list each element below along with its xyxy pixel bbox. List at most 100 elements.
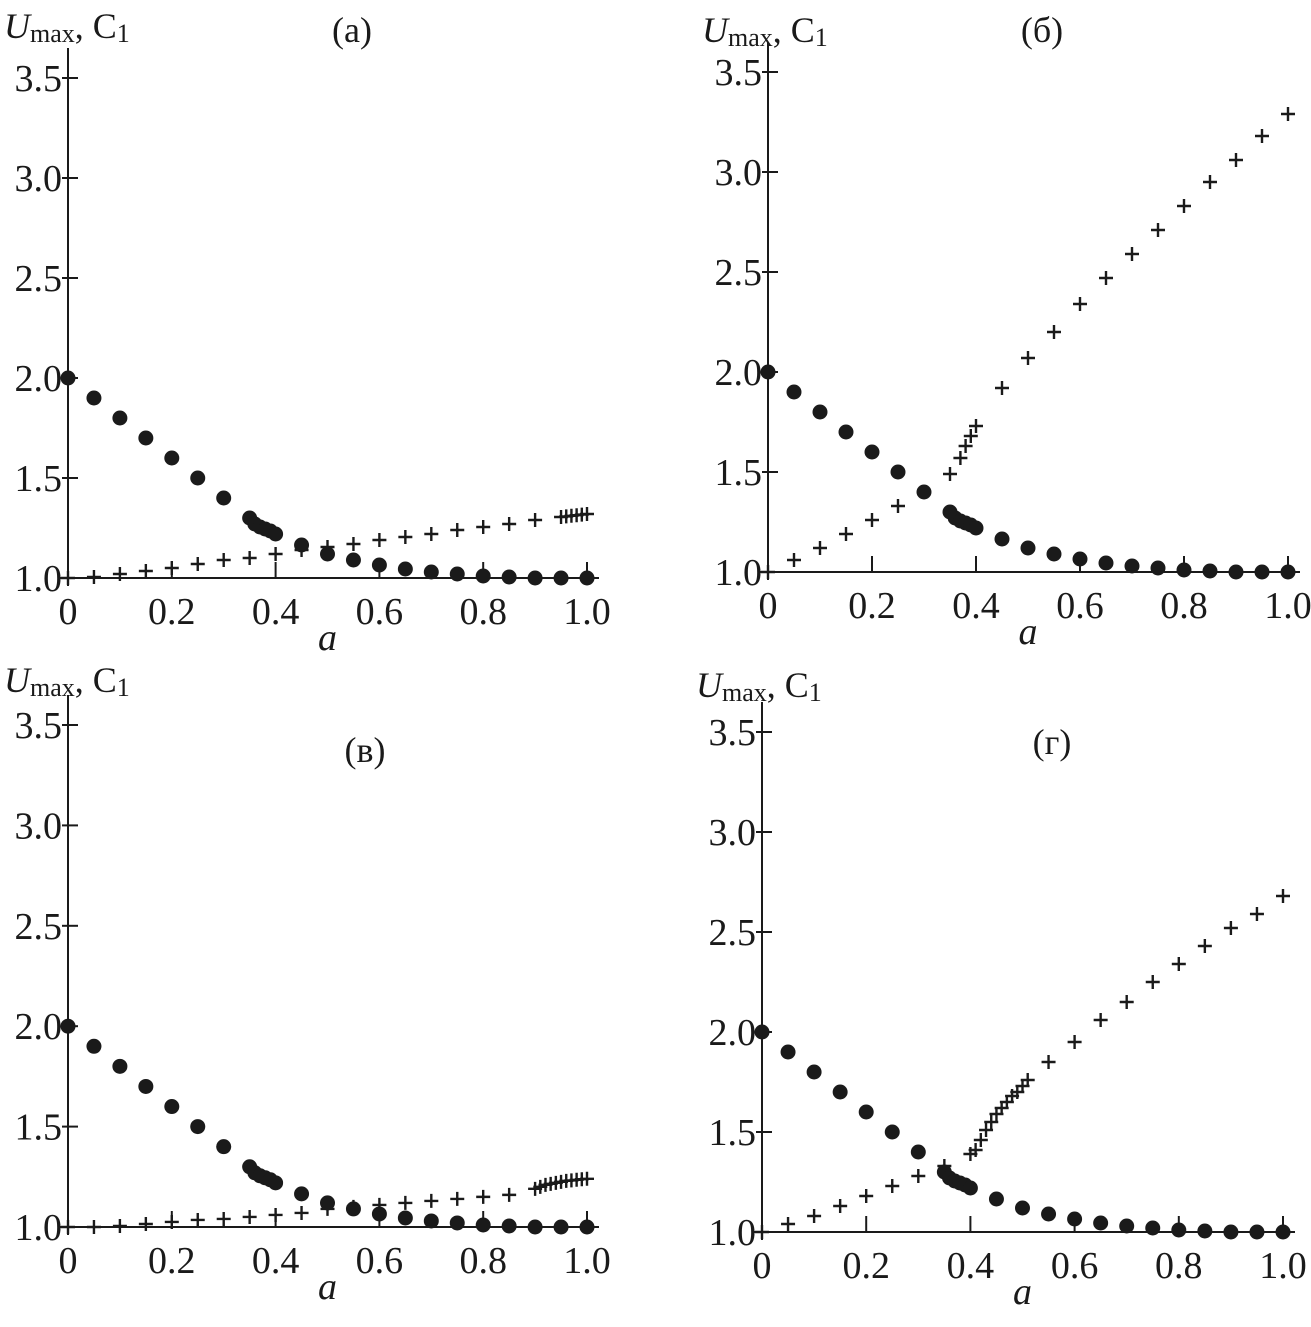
y-tick-label: 2.0: [709, 1012, 757, 1054]
data-point-circle: [1228, 564, 1244, 580]
data-point-plus: [216, 1211, 231, 1226]
data-point-plus: [1255, 129, 1269, 143]
data-point-plus: [450, 1191, 465, 1206]
data-point-plus: [1223, 921, 1238, 935]
y-tick-label: 1.0: [15, 558, 63, 600]
y-tick-label: 1.5: [715, 452, 763, 494]
data-point-plus: [372, 533, 387, 547]
data-point-plus: [138, 1216, 153, 1231]
data-point-plus: [190, 1212, 205, 1227]
y-axis-label: Umax, C1: [702, 10, 828, 52]
x-tick-label: 0.8: [1160, 585, 1208, 627]
y-axis-label: Umax, C1: [696, 665, 822, 707]
data-point-plus: [398, 530, 413, 544]
data-point-circle: [890, 464, 906, 480]
x-tick-label: 0.6: [1056, 585, 1104, 627]
data-point-circle: [527, 570, 543, 586]
data-point-plus: [216, 553, 231, 567]
data-point-plus: [450, 523, 465, 537]
data-point-plus: [294, 1205, 309, 1220]
data-point-plus: [859, 1189, 874, 1203]
data-point-plus: [963, 429, 978, 443]
data-point-plus: [781, 1217, 796, 1231]
data-point-circle: [968, 520, 984, 536]
data-point-plus: [1145, 975, 1160, 989]
x-tick-label: 0.8: [459, 591, 507, 633]
data-point-plus: [580, 507, 594, 521]
panel-title: (г): [1033, 722, 1072, 762]
data-point-plus: [761, 565, 775, 579]
data-point-circle: [994, 531, 1010, 547]
panel-title: (а): [332, 10, 372, 50]
data-point-circle: [138, 430, 154, 446]
data-point-plus: [61, 1220, 75, 1234]
data-point-circle: [190, 470, 206, 486]
y-tick-label: 3.0: [15, 805, 63, 847]
y-tick-label: 3.5: [709, 712, 757, 754]
data-point-circle: [345, 552, 361, 568]
data-point-circle: [216, 1139, 232, 1155]
data-point-circle: [294, 1186, 310, 1202]
data-point-plus: [190, 557, 205, 571]
x-tick-label: 0: [753, 1245, 772, 1287]
data-point-plus: [112, 567, 127, 581]
data-point-circle: [112, 410, 128, 426]
series-C1: [61, 1171, 594, 1234]
data-point-plus: [979, 1123, 994, 1137]
data-point-circle: [371, 1206, 387, 1222]
panel-3: 1.0 1.5 2.0 2.5 3.0 3.5 0 0.2 0.4 0.6 0.8 1.0 a Umax,…: [4, 660, 611, 1308]
panel-title: (в): [345, 730, 386, 770]
data-point-plus: [398, 1195, 413, 1210]
series-Umax: [60, 370, 595, 586]
data-point-circle: [812, 404, 828, 420]
x-tick-label: 0.2: [148, 1240, 196, 1282]
data-point-plus: [1171, 957, 1186, 971]
data-point-plus: [787, 553, 801, 567]
data-point-plus: [911, 1169, 926, 1183]
data-point-circle: [1124, 558, 1140, 574]
data-point-circle: [475, 1217, 491, 1233]
data-point-plus: [476, 520, 491, 534]
data-point-plus: [958, 439, 973, 453]
data-point-circle: [449, 1215, 465, 1231]
data-point-plus: [1249, 907, 1264, 921]
data-point-plus: [268, 547, 283, 561]
data-point-plus: [138, 564, 153, 578]
data-point-plus: [937, 1159, 952, 1173]
y-axis-label: Umax, C1: [4, 6, 130, 48]
data-point-plus: [1119, 995, 1134, 1009]
data-point-plus: [346, 537, 361, 551]
x-axis-label: a: [318, 1266, 337, 1308]
data-point-circle: [1119, 1218, 1135, 1234]
data-point-circle: [553, 1219, 569, 1235]
y-tick-label: 2.5: [15, 906, 63, 948]
data-point-circle: [864, 444, 880, 460]
series-Umax: [60, 1018, 595, 1235]
data-point-circle: [1041, 1206, 1057, 1222]
y-tick-label: 2.0: [715, 352, 763, 394]
data-point-plus: [372, 1197, 387, 1212]
x-tick-label: 0.8: [459, 1240, 507, 1282]
data-point-circle: [1093, 1215, 1109, 1231]
data-point-plus: [833, 1199, 848, 1213]
data-point-plus: [502, 1187, 517, 1202]
data-point-plus: [1041, 1055, 1056, 1069]
data-point-plus: [424, 527, 439, 541]
y-tick-label: 3.5: [15, 705, 63, 747]
data-point-circle: [1072, 551, 1088, 567]
data-point-plus: [1067, 1035, 1082, 1049]
series-C1: [755, 889, 1290, 1239]
data-point-circle: [1171, 1222, 1187, 1238]
data-point-plus: [346, 1199, 361, 1214]
data-point-circle: [1197, 1223, 1213, 1239]
data-point-plus: [1276, 889, 1290, 903]
data-point-plus: [424, 1193, 439, 1208]
data-point-plus: [112, 1219, 127, 1233]
data-point-plus: [86, 570, 101, 584]
data-point-plus: [995, 381, 1009, 395]
data-point-plus: [813, 541, 827, 555]
data-point-circle: [760, 364, 776, 380]
data-point-circle: [371, 557, 387, 573]
data-point-plus: [755, 1225, 769, 1239]
data-point-circle: [475, 568, 491, 584]
